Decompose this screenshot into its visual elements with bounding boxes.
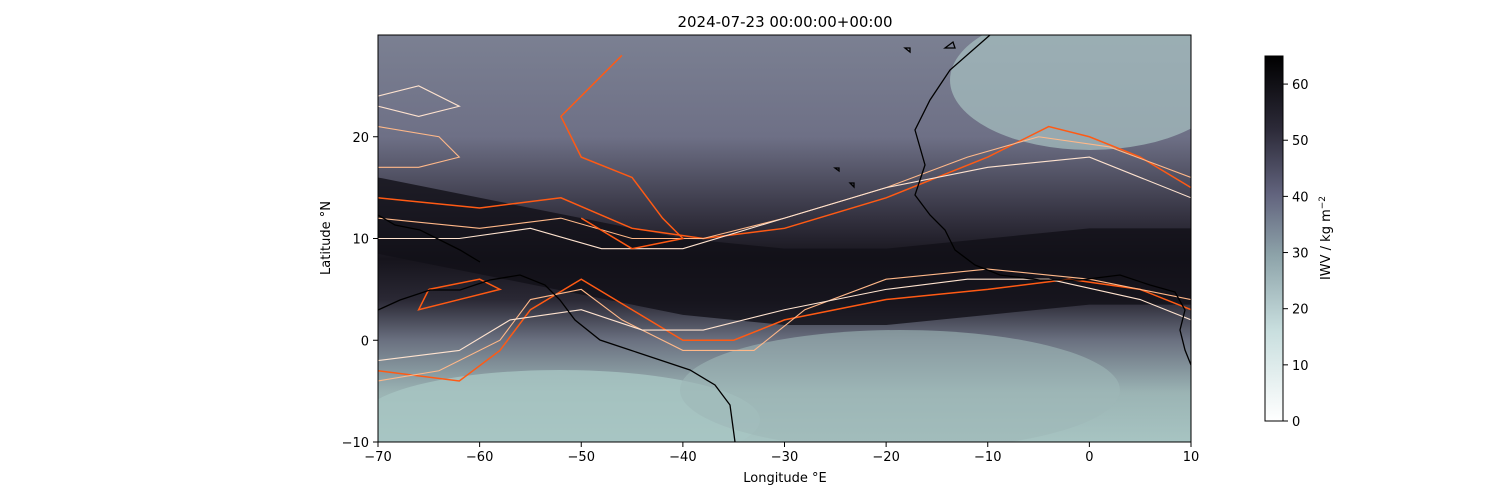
dry-region-southeast [680, 330, 1120, 442]
x-tick-label: −70 [364, 450, 391, 465]
colorbar-label-text: IWV / kg m [1319, 209, 1334, 280]
x-tick-label: −50 [568, 450, 595, 465]
contour-line [378, 268, 1191, 382]
island-3 [833, 167, 840, 173]
colorbar-tick-label: 30 [1292, 247, 1309, 262]
colorbar: 0 10 20 30 40 50 60 IWV / kg m−2 [1264, 55, 1334, 430]
x-tick-label: −30 [771, 450, 798, 465]
contour-line [378, 278, 1191, 362]
colorbar-label: IWV / kg m−2 [1318, 196, 1334, 280]
contour-line [378, 126, 461, 168]
y-axis-title: Latitude °N [319, 201, 334, 275]
x-tick-label: −10 [974, 450, 1001, 465]
contour-lines [378, 54, 1191, 382]
contour-line [560, 54, 685, 250]
x-tick-label: 10 [1183, 450, 1200, 465]
colorbar-ticks: 0 10 20 30 40 50 60 [1283, 78, 1309, 430]
x-axis-title: Longitude °E [743, 471, 827, 486]
y-tick-label: 10 [352, 233, 369, 248]
colorbar-bar [1264, 55, 1284, 422]
dry-region-north [950, 35, 1191, 150]
colorbar-tick-label: 0 [1292, 415, 1300, 430]
coastline-south-america [378, 274, 736, 442]
x-tick-label: −40 [669, 450, 696, 465]
island-2 [943, 40, 956, 49]
contour-line [417, 278, 503, 311]
chart-title: 2024-07-23 00:00:00+00:00 [677, 13, 892, 31]
dry-region-south [378, 370, 760, 442]
colorbar-tick-label: 20 [1292, 303, 1309, 318]
island-1 [903, 47, 911, 54]
x-tick-label: −20 [872, 450, 899, 465]
x-tick-label: −60 [466, 450, 493, 465]
coastline-africa-west [914, 35, 1191, 366]
coastline-caribbean [378, 214, 481, 263]
colorbar-label-sup: −2 [1318, 196, 1328, 209]
colorbar-tick-label: 10 [1292, 359, 1309, 374]
colorbar-tick-label: 40 [1292, 190, 1309, 205]
contour-line [378, 85, 461, 117]
moist-band-core [378, 177, 1191, 325]
y-axis: −10 0 10 20 [342, 131, 378, 451]
colorbar-tick-label: 50 [1292, 134, 1309, 149]
y-tick-label: −10 [342, 436, 369, 451]
coastlines [378, 35, 1191, 442]
x-axis: −70 −60 −50 −40 −30 −20 −10 0 10 [364, 442, 1199, 465]
contour-line [378, 156, 1191, 250]
y-tick-label: 20 [352, 131, 369, 146]
plot-area [378, 35, 1191, 442]
x-tick-label: 0 [1085, 450, 1093, 465]
colorbar-tick-label: 60 [1292, 78, 1309, 93]
contour-line [378, 125, 1191, 240]
y-tick-label: 0 [361, 334, 369, 349]
moist-band [378, 177, 1191, 325]
island-4 [848, 182, 855, 189]
